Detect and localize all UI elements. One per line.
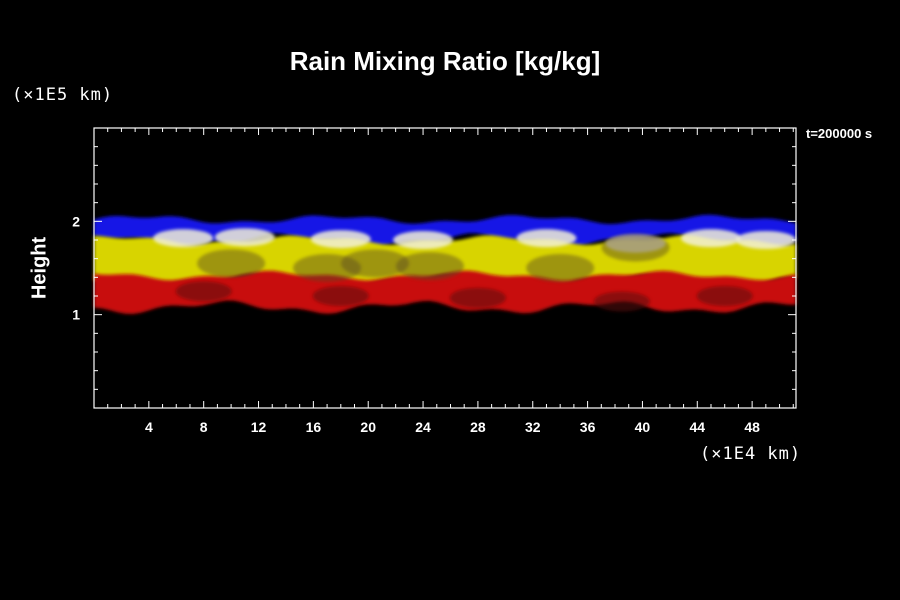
red-core xyxy=(175,281,232,302)
cap-blob xyxy=(310,230,371,249)
core-blob xyxy=(601,233,670,262)
red-core xyxy=(312,286,369,306)
cap-blob xyxy=(393,231,454,249)
field-features xyxy=(153,228,796,312)
core-blob xyxy=(395,252,464,281)
core-blob xyxy=(197,249,266,278)
red-core xyxy=(696,286,753,306)
time-label: t=200000 s xyxy=(806,126,873,141)
cap-blob xyxy=(516,229,577,248)
x-axis-unit: (×1E4 km) xyxy=(700,444,802,464)
x-tick-label: 48 xyxy=(744,419,760,435)
red-core xyxy=(593,291,650,312)
x-tick-label: 4 xyxy=(145,419,153,435)
x-tick-label: 44 xyxy=(689,419,705,435)
x-tick-label: 8 xyxy=(200,419,208,435)
plot-frame xyxy=(93,127,797,409)
x-tick-label: 12 xyxy=(251,419,267,435)
y-axis-unit: (×1E5 km) xyxy=(12,85,114,105)
y-tick-label: 1 xyxy=(72,307,80,323)
x-tick-label: 28 xyxy=(470,419,486,435)
chart-title: Rain Mixing Ratio [kg/kg] xyxy=(289,46,601,76)
core-blob xyxy=(526,254,595,282)
x-tick-label: 32 xyxy=(525,419,541,435)
cap-blob xyxy=(680,229,741,248)
cap-blob xyxy=(153,229,214,248)
x-tick-label: 16 xyxy=(306,419,322,435)
x-tick-label: 24 xyxy=(415,419,431,435)
cap-blob xyxy=(214,228,275,247)
layer-red xyxy=(94,270,796,314)
y-tick-label: 2 xyxy=(72,213,80,229)
red-core xyxy=(449,287,506,308)
x-tick-label: 40 xyxy=(635,419,651,435)
axis-ticks xyxy=(94,128,796,408)
cap-blob xyxy=(735,231,796,249)
x-tick-label: 20 xyxy=(360,419,376,435)
x-tick-label: 36 xyxy=(580,419,596,435)
core-blob xyxy=(293,254,362,282)
